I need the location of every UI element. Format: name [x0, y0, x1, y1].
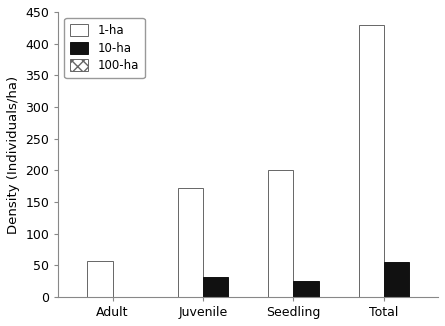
Bar — [178, 188, 203, 297]
Bar — [87, 261, 113, 297]
Y-axis label: Density (Individuals/ha): Density (Individuals/ha) — [7, 75, 20, 233]
Bar — [359, 25, 384, 297]
Legend: 1-ha, 10-ha, 100-ha: 1-ha, 10-ha, 100-ha — [65, 18, 145, 78]
Bar — [268, 170, 293, 297]
Bar — [384, 262, 409, 297]
Bar — [293, 281, 319, 297]
Bar — [203, 277, 228, 297]
